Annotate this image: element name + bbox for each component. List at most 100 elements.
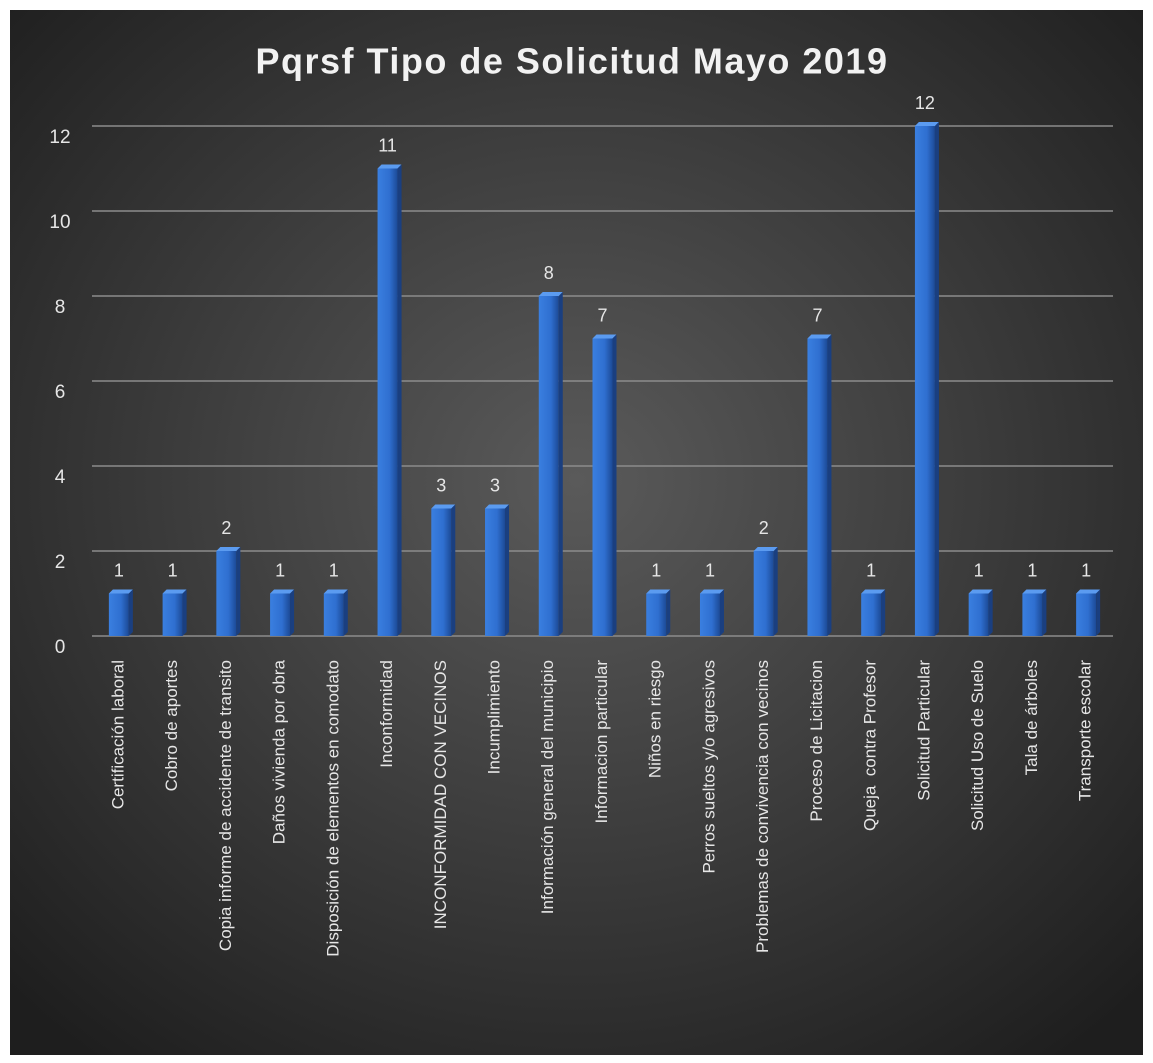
bar-top [216, 547, 241, 551]
bar-side [827, 334, 832, 636]
bar-side [397, 164, 402, 636]
data-label: 1 [1027, 560, 1037, 580]
data-label: 7 [597, 305, 607, 325]
data-label: 1 [168, 560, 178, 580]
bar [216, 551, 237, 636]
bar [699, 593, 720, 636]
y-tick-label: 0 [55, 637, 66, 658]
bar-top [538, 292, 563, 296]
y-tick-label: 12 [49, 127, 70, 148]
x-tick-label: Copia informe de accidente de transito [216, 660, 235, 951]
bar [968, 593, 989, 636]
bar-side [719, 589, 724, 636]
x-tick-label: Inconformidad [377, 660, 396, 768]
bar-side [773, 547, 778, 636]
bar-top [592, 334, 617, 339]
y-tick-label: 10 [49, 212, 70, 233]
bar [646, 593, 667, 636]
y-tick-label: 4 [55, 467, 66, 488]
bar [914, 126, 935, 636]
bar-top [377, 164, 402, 169]
data-label: 1 [705, 560, 715, 580]
bar-top [108, 589, 133, 594]
x-tick-label: Proceso de Licitacion [807, 660, 826, 822]
x-tick-label: Daños vivienda por obra [270, 659, 289, 844]
x-tick-label: Niños en riesgo [646, 660, 665, 778]
bar-top [699, 589, 724, 594]
bar-top [753, 547, 778, 551]
bar [1022, 593, 1043, 636]
x-tick-label: Certificación laboral [108, 660, 127, 809]
bar-side [666, 589, 671, 636]
bar [162, 593, 183, 636]
data-label: 3 [436, 475, 446, 495]
bar-side [451, 504, 456, 636]
x-tick-label: Disposición de elementos en comodato [323, 660, 342, 957]
bar-top [914, 122, 939, 126]
x-tick-label: Incumplimiento [485, 660, 504, 774]
bar-side [558, 292, 563, 636]
data-label: 12 [915, 93, 935, 113]
x-tick-label: Cobro de aportes [162, 660, 181, 791]
bar [1076, 593, 1097, 636]
x-tick-label: Solicitud Uso de Suelo [968, 660, 987, 831]
y-tick-label: 8 [55, 297, 66, 318]
x-tick-label: Información general del municipio [538, 660, 557, 914]
bar-side [1042, 589, 1047, 636]
y-tick-label: 2 [55, 552, 66, 573]
bar-top [861, 589, 886, 594]
data-label: 3 [490, 475, 500, 495]
bar-top [431, 504, 456, 509]
bar-side [343, 589, 348, 636]
x-tick-label: Informacion particular [592, 660, 611, 824]
data-label: 1 [651, 560, 661, 580]
bar-top [646, 589, 671, 594]
bar [807, 338, 828, 636]
data-label: 2 [221, 518, 231, 538]
x-tick-label: Solicitud Particular [914, 660, 933, 801]
bar-top [1076, 589, 1101, 594]
bar [431, 508, 452, 636]
bar-top [485, 504, 510, 509]
data-label: 7 [812, 305, 822, 325]
data-label: 1 [329, 560, 339, 580]
bar [270, 593, 291, 636]
x-tick-label: Queja contra Profesor [861, 660, 880, 831]
bar-top [807, 334, 832, 339]
bar-side [881, 589, 886, 636]
data-label: 8 [544, 263, 554, 283]
bar [538, 296, 559, 636]
x-tick-label: Transporte escolar [1076, 660, 1095, 801]
x-tick-label: Tala de árboles [1022, 660, 1041, 775]
bar [323, 593, 344, 636]
data-label: 2 [759, 518, 769, 538]
bar-top [270, 589, 295, 594]
bar [861, 593, 882, 636]
bar [108, 593, 129, 636]
bar-side [290, 589, 295, 636]
x-tick-label: Perros sueltos y/o agresivos [699, 660, 718, 874]
data-label: 1 [866, 560, 876, 580]
bar-side [988, 589, 993, 636]
bar [485, 508, 506, 636]
x-tick-label: Problemas de convivencia con vecinos [753, 660, 772, 953]
data-label: 1 [1081, 560, 1091, 580]
bar-side [934, 122, 939, 636]
bar [753, 551, 774, 636]
bar-side [1096, 589, 1101, 636]
bar-side [182, 589, 187, 636]
x-tick-label: INCONFORMIDAD CON VECINOS [431, 660, 450, 929]
chart-title: Pqrsf Tipo de Solicitud Mayo 2019 [256, 41, 889, 82]
data-label: 1 [974, 560, 984, 580]
bar-top [1022, 589, 1047, 594]
bar-side [236, 547, 241, 636]
bar-top [323, 589, 348, 594]
data-label: 11 [378, 135, 397, 155]
bar-top [162, 589, 187, 594]
chart-background [10, 10, 1143, 1055]
bar [592, 338, 613, 636]
data-label: 1 [114, 560, 124, 580]
bar-side [128, 589, 133, 636]
bar [377, 168, 398, 636]
